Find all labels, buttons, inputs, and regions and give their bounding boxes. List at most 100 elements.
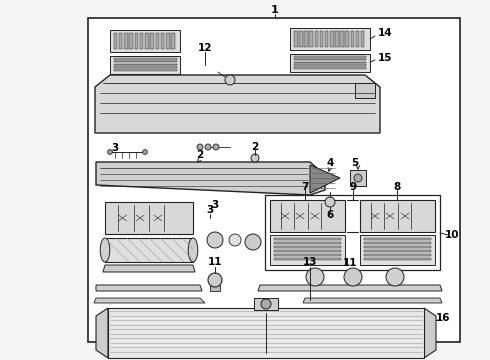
Bar [114,67,176,68]
Bar [315,31,318,47]
Polygon shape [424,308,436,358]
Text: 3: 3 [211,200,219,210]
Bar [114,69,176,71]
Bar [274,258,341,260]
Bar [360,200,435,232]
Bar [265,195,440,270]
Circle shape [354,174,362,182]
Circle shape [245,234,261,250]
Circle shape [261,299,271,309]
Polygon shape [103,265,195,272]
Ellipse shape [100,238,110,262]
Bar [88,18,460,342]
Text: 16: 16 [436,313,450,323]
Circle shape [386,268,404,286]
Bar [340,31,344,47]
Bar [274,250,341,252]
Circle shape [207,232,223,248]
Polygon shape [310,165,340,193]
Bar [114,64,176,65]
Bar [274,254,341,256]
Bar [150,33,154,49]
Bar [299,31,303,47]
Text: 7: 7 [301,182,309,192]
Bar [290,28,370,50]
Text: 3: 3 [206,205,214,215]
Bar [364,242,431,244]
Bar [114,33,117,49]
Circle shape [225,75,235,85]
Text: 11: 11 [343,258,357,268]
Bar [294,67,366,69]
Bar [364,238,431,240]
Text: 11: 11 [208,257,222,267]
Bar [166,33,170,49]
Bar [355,83,375,98]
Bar [270,200,345,232]
Circle shape [205,144,211,150]
Bar [210,285,220,291]
Bar [105,202,193,234]
Text: 9: 9 [349,182,357,192]
Circle shape [229,234,241,246]
Bar [119,33,122,49]
Bar [356,31,359,47]
Text: 4: 4 [326,158,334,168]
Bar [110,56,180,74]
Circle shape [107,149,113,154]
Bar [155,33,159,49]
Bar [309,31,313,47]
Text: 1: 1 [271,5,279,15]
Bar [134,33,138,49]
Bar [140,33,144,49]
Text: 5: 5 [351,158,359,168]
Text: 8: 8 [393,182,401,192]
Bar [335,31,339,47]
Bar [361,31,365,47]
Bar [114,61,176,62]
Bar [105,238,193,262]
Text: 12: 12 [198,43,212,53]
Polygon shape [258,285,442,291]
Circle shape [208,273,222,287]
Bar [294,64,366,66]
Bar [108,308,424,358]
Bar [364,246,431,248]
Bar [129,33,133,49]
Circle shape [325,197,335,207]
Bar [325,31,328,47]
Bar [294,59,366,60]
Bar [304,31,308,47]
Text: 2: 2 [196,150,204,160]
Polygon shape [96,285,202,291]
Bar [161,33,165,49]
Bar [145,33,148,49]
Bar [350,31,354,47]
Text: 15: 15 [378,53,392,63]
Bar [364,258,431,260]
Polygon shape [96,308,108,358]
Bar [110,30,180,52]
Bar [345,31,349,47]
Bar [171,33,175,49]
Bar [274,246,341,248]
Bar [364,250,431,252]
Bar [274,242,341,244]
Circle shape [306,268,324,286]
Bar [114,58,176,59]
Circle shape [213,144,219,150]
Text: 10: 10 [445,230,459,240]
Circle shape [197,144,203,150]
Bar [270,235,345,265]
Bar [364,254,431,256]
Circle shape [251,154,259,162]
Text: 2: 2 [251,142,259,152]
Bar [294,62,366,63]
Text: 14: 14 [378,28,392,38]
Bar [124,33,128,49]
Circle shape [143,149,147,154]
Bar [350,170,366,186]
Polygon shape [96,162,325,195]
Polygon shape [95,75,380,133]
Polygon shape [303,298,442,303]
